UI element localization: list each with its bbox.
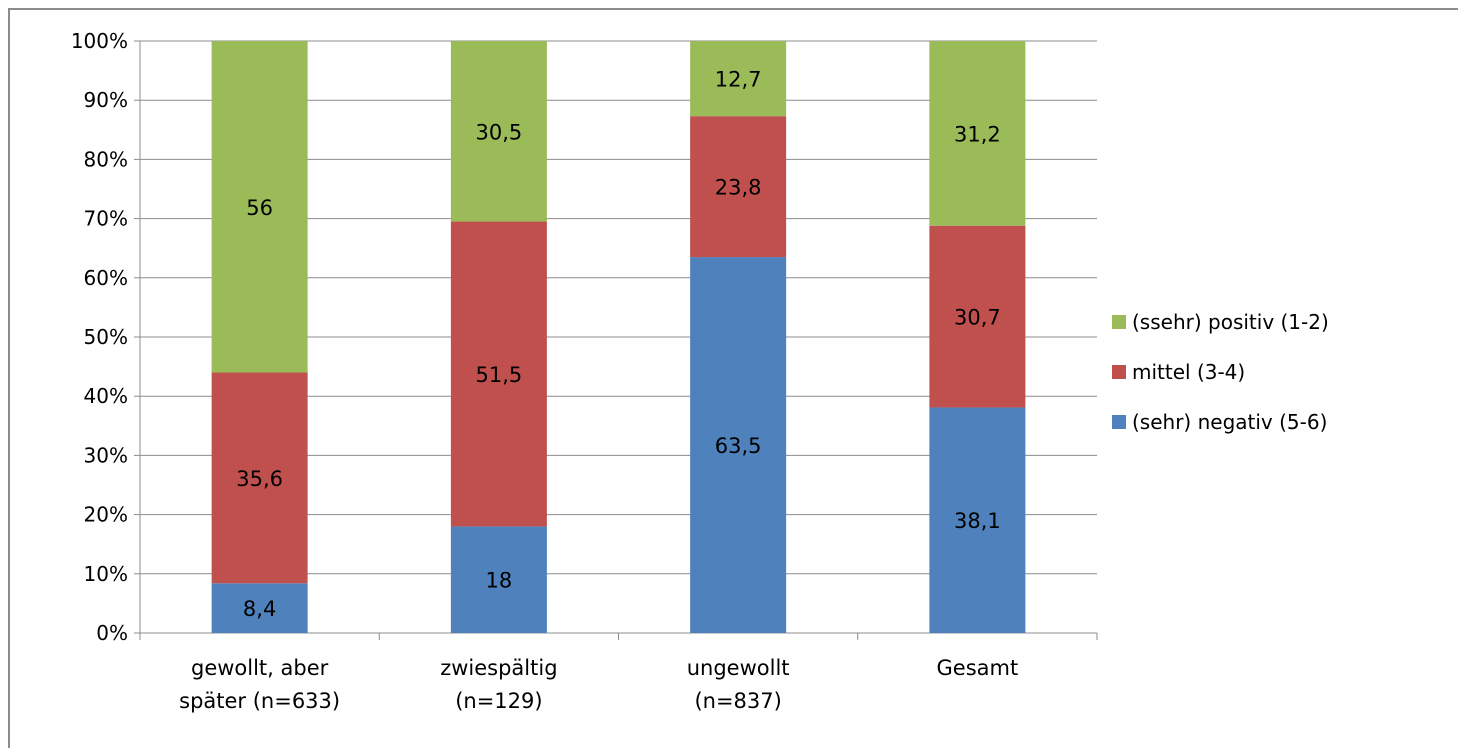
bar-segment — [929, 41, 1026, 226]
data-label: 31,2 — [954, 122, 1001, 146]
bar-segment — [450, 526, 547, 633]
data-label: 35,6 — [236, 467, 283, 491]
y-tick-label: 80% — [84, 147, 128, 171]
data-label: 63,5 — [715, 434, 762, 458]
bar-segment — [211, 583, 308, 633]
data-label: 30,5 — [475, 120, 522, 144]
bar-segment — [450, 221, 547, 527]
y-tick-label: 0% — [96, 621, 128, 645]
y-tick-label: 50% — [84, 325, 128, 349]
data-label: 30,7 — [954, 306, 1001, 330]
legend-label: mittel (3-4) — [1132, 360, 1245, 384]
x-category-label: (n=129) — [455, 689, 542, 713]
x-category-label: (n=837) — [694, 689, 781, 713]
y-tick-label: 90% — [84, 88, 128, 112]
legend-swatch — [1112, 315, 1126, 329]
y-tick-label: 10% — [84, 562, 128, 586]
bar-segment — [211, 372, 308, 584]
bar-segment — [929, 407, 1026, 633]
bar-segment — [211, 41, 308, 373]
legend-label: (sehr) negativ (5-6) — [1132, 410, 1327, 434]
bar-segment — [690, 41, 787, 117]
x-category-label: ungewollt — [687, 656, 790, 680]
data-label: 23,8 — [715, 176, 762, 200]
x-category-label: zwiespältig — [440, 656, 557, 680]
y-tick-label: 40% — [84, 384, 128, 408]
legend-label: (ssehr) positiv (1-2) — [1132, 310, 1329, 334]
x-category-label: später (n=633) — [179, 689, 340, 713]
y-tick-label: 30% — [84, 443, 128, 467]
bar-segment — [690, 116, 787, 258]
bar-segment — [929, 225, 1026, 408]
bar-segment — [690, 257, 787, 633]
data-label: 56 — [246, 196, 273, 220]
x-category-label: gewollt, aber — [191, 656, 329, 680]
y-tick-label: 20% — [84, 503, 128, 527]
y-tick-label: 100% — [71, 29, 128, 53]
x-category-label: Gesamt — [937, 656, 1019, 680]
data-label: 51,5 — [475, 363, 522, 387]
y-tick-label: 60% — [84, 266, 128, 290]
data-label: 12,7 — [715, 68, 762, 92]
data-label: 18 — [486, 569, 513, 593]
data-label: 8,4 — [243, 597, 276, 621]
legend-swatch — [1112, 415, 1126, 429]
bar-segment — [450, 41, 547, 222]
legend-swatch — [1112, 365, 1126, 379]
y-tick-label: 70% — [84, 207, 128, 231]
data-label: 38,1 — [954, 509, 1001, 533]
